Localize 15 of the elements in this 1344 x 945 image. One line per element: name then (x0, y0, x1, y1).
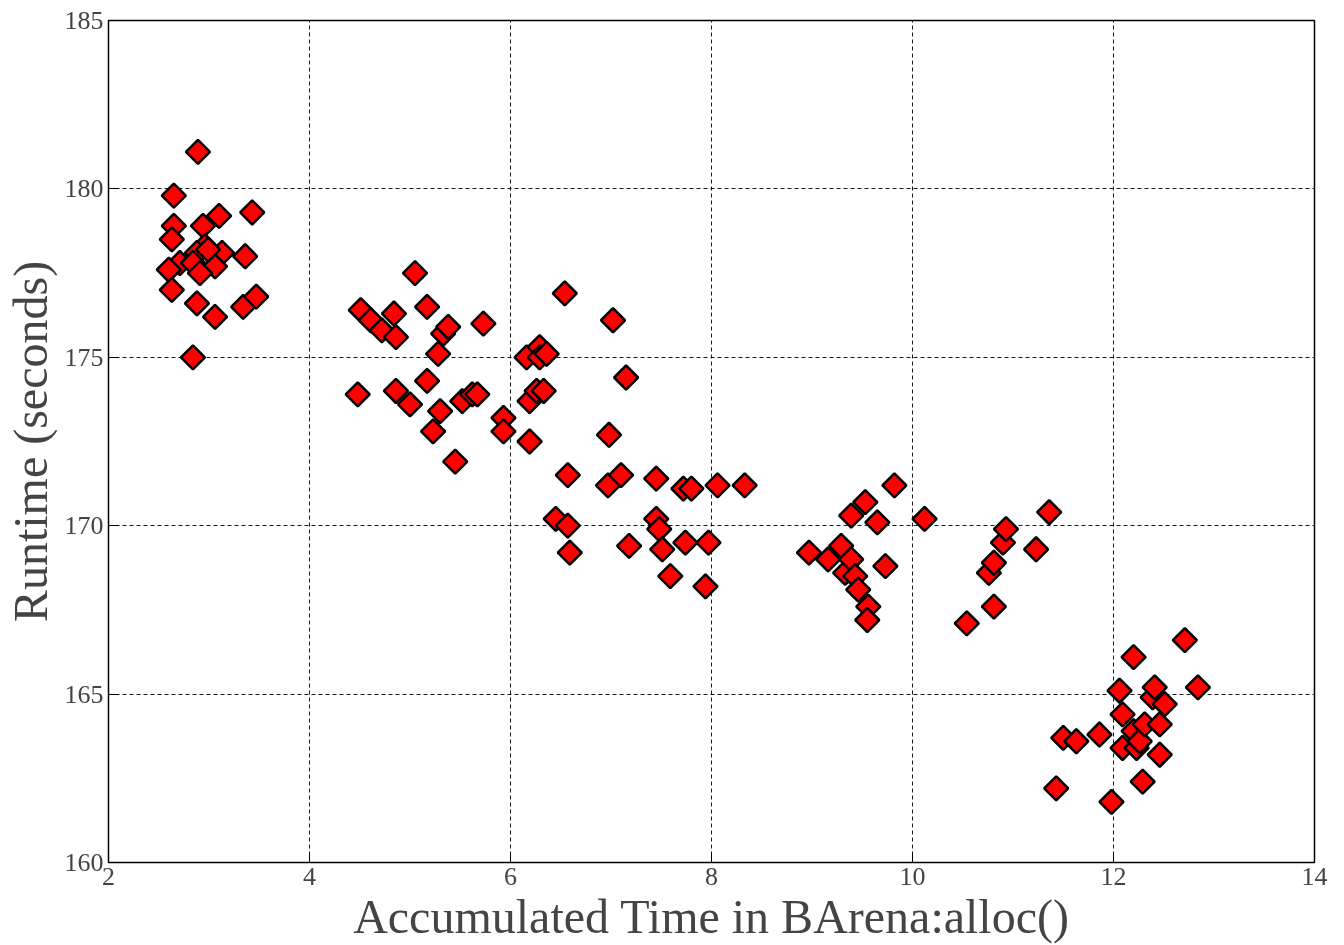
x-tick-label: 10 (899, 861, 926, 891)
y-axis-title: Runtime (seconds) (3, 260, 58, 623)
y-tick-label: 175 (64, 342, 104, 372)
y-tick-label: 170 (64, 511, 104, 541)
x-tick-label: 14 (1301, 861, 1328, 891)
y-tick-label: 160 (64, 848, 104, 877)
y-tick-label: 180 (64, 174, 104, 204)
y-tick-label: 165 (64, 679, 104, 709)
y-tick-label: 185 (64, 6, 104, 35)
x-tick-label: 2 (102, 861, 115, 891)
x-tick-label: 12 (1100, 861, 1127, 891)
x-axis-title: Accumulated Time in BArena:alloc() (353, 889, 1069, 944)
x-tick-label: 4 (303, 861, 316, 891)
x-tick-label: 6 (504, 861, 517, 891)
x-tick-label: 8 (705, 861, 718, 891)
